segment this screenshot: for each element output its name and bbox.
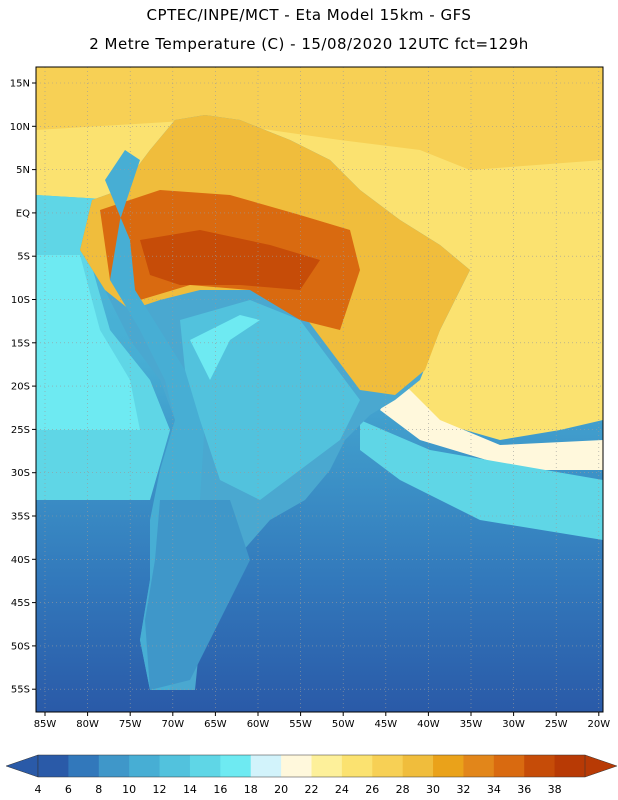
lat-tick-label: 35S [11, 512, 30, 523]
lon-tick-label: 30W [502, 719, 525, 730]
colorbar-swatch [281, 755, 312, 777]
colorbar-tick-label: 6 [65, 783, 72, 796]
warm-ocean-caribbean [36, 67, 603, 170]
lon-tick-label: 65W [204, 719, 227, 730]
colorbar-tick-label: 10 [122, 783, 136, 796]
latitude-axis: 15N 10N 5N EQ 5S 10S 15S 20S 25S 30S 35S 40S 45S 50S 5… [10, 79, 36, 696]
lat-tick-label: 10N [10, 122, 30, 133]
colorbar-swatch [524, 755, 556, 777]
colorbar-tick-label: 12 [153, 783, 167, 796]
longitude-axis: 85W 80W 75W 70W 65W 60W 55W 50W 45W 40W 35W 30W 25W 2… [34, 712, 610, 730]
lat-tick-label: 15S [11, 338, 30, 349]
lon-tick-label: 80W [76, 719, 99, 730]
lon-tick-label: 75W [119, 719, 142, 730]
lon-tick-label: 35W [460, 719, 483, 730]
atlantic-cool-band [360, 420, 603, 540]
colorbar-tick-label: 18 [244, 783, 258, 796]
colorbar-swatch [68, 755, 100, 777]
colorbar-swatch [189, 755, 221, 777]
lat-tick-label: 15N [10, 79, 30, 90]
lon-tick-label: 55W [289, 719, 312, 730]
colorbar-low-arrow [5, 754, 39, 778]
colorbar-swatch [493, 755, 525, 777]
colorbar-tick-label: 36 [517, 783, 531, 796]
patagonia-field [145, 500, 250, 690]
colorbar-swatch [129, 755, 161, 777]
colorbar-tick-label: 30 [426, 783, 440, 796]
colorbar-swatch [341, 755, 373, 777]
colorbar-swatch [554, 755, 586, 777]
colorbar-swatch [402, 755, 434, 777]
colorbar-tick-label: 22 [305, 783, 319, 796]
lat-tick-label: 5N [16, 165, 30, 176]
lon-tick-label: 20W [587, 719, 610, 730]
lat-tick-label: 10S [11, 295, 30, 306]
colorbar-frame [37, 754, 586, 778]
lon-tick-label: 60W [247, 719, 270, 730]
lat-tick-label: 20S [11, 382, 30, 393]
lon-tick-label: 50W [332, 719, 355, 730]
colorbar-legend: 4 6 8 10 12 14 16 18 20 22 24 26 28 30 32 34 36 38 [5, 754, 618, 796]
lon-tick-label: 85W [34, 719, 57, 730]
amazon-hottest [140, 230, 320, 290]
lat-tick-label: 40S [11, 555, 30, 566]
lat-tick-label: 25S [11, 425, 30, 436]
atlantic-pale-band [380, 380, 603, 470]
colorbar-tick-label: 16 [213, 783, 227, 796]
colorbar-tick-label: 20 [274, 783, 288, 796]
lat-tick-label: 55S [11, 685, 30, 696]
colorbar-tick-label: 38 [548, 783, 562, 796]
temperature-field [36, 67, 603, 712]
graticule [36, 67, 603, 712]
lat-tick-label: 30S [11, 468, 30, 479]
colorbar-swatch [250, 755, 282, 777]
colorbar-tick-label: 8 [95, 783, 102, 796]
colorbar-high-arrow [584, 754, 618, 778]
colorbar-swatch [98, 755, 130, 777]
colorbar-tick-label: 4 [35, 783, 42, 796]
lon-tick-label: 45W [374, 719, 397, 730]
colorbar-swatch [463, 755, 495, 777]
lat-tick-label: 45S [11, 598, 30, 609]
colorbar-tick-label: 24 [335, 783, 349, 796]
colorbar-swatch [433, 755, 464, 777]
lat-tick-label: 5S [17, 252, 30, 263]
colorbar-tick-label: 32 [456, 783, 470, 796]
colorbar-swatch [372, 755, 404, 777]
chart-title: CPTEC/INPE/MCT - Eta Model 15km - GFS [146, 6, 472, 24]
colorbar-tick-label: 28 [396, 783, 410, 796]
lon-tick-label: 70W [161, 719, 184, 730]
colorbar-swatch [38, 755, 69, 777]
map-frame [35, 66, 604, 713]
lon-tick-label: 40W [417, 719, 440, 730]
colorbar-tick-label: 14 [183, 783, 197, 796]
lat-tick-label: EQ [16, 208, 30, 219]
pantanal-cool [190, 315, 260, 380]
lon-tick-label: 25W [545, 719, 568, 730]
colorbar-swatch [159, 755, 191, 777]
chart-subtitle: 2 Metre Temperature (C) - 15/08/2020 12U… [89, 35, 529, 53]
colorbar-tick-label: 26 [365, 783, 379, 796]
lat-tick-label: 50S [11, 641, 30, 652]
colorbar-swatch [311, 755, 343, 777]
colorbar-swatch [220, 755, 252, 777]
colorbar-tick-label: 34 [487, 783, 501, 796]
